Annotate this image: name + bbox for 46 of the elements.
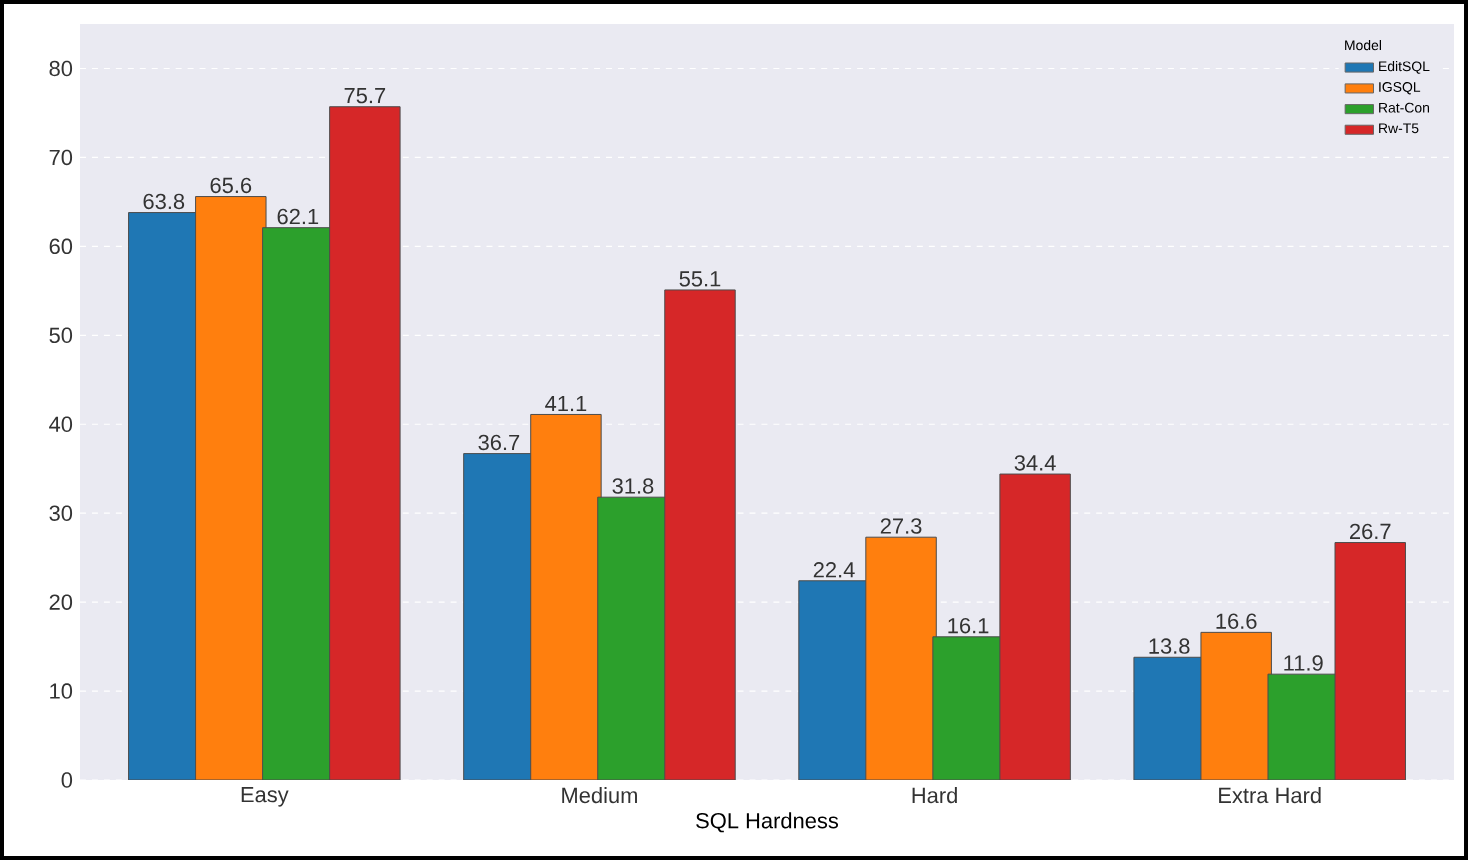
data-label: 16.6 [1216, 613, 1257, 629]
data-label: 41.1 [545, 395, 587, 412]
data-label: 34.4 [1014, 455, 1056, 471]
data-label: 65.6 [210, 177, 252, 194]
bar [1267, 673, 1339, 780]
x-tick-label: Easy [241, 787, 289, 807]
bar [1133, 656, 1205, 780]
y-tick-label: 40 [49, 416, 73, 432]
bar [597, 496, 669, 780]
data-label: 31.8 [612, 478, 654, 494]
y-tick-label: 10 [50, 683, 73, 699]
data-label: 62.1 [277, 208, 319, 225]
bar [128, 212, 200, 780]
data-label: 16.1 [948, 617, 989, 634]
bar [463, 453, 535, 780]
bar [664, 289, 736, 780]
bar [329, 106, 401, 780]
bar [195, 196, 267, 780]
data-label: 75.7 [344, 88, 386, 104]
bar [865, 536, 937, 780]
data-label: 55.1 [679, 271, 721, 287]
y-tick-label: 50 [49, 327, 73, 344]
y-tick-label: 0 [61, 772, 73, 788]
bar [1200, 631, 1272, 780]
x-tick-label: Hard [912, 787, 957, 804]
y-tick-label: 60 [49, 238, 73, 255]
x-tick-label: Extra Hard [1219, 787, 1321, 804]
data-label: 36.7 [478, 434, 520, 451]
y-tick-label: 80 [49, 60, 73, 77]
bar [932, 636, 1004, 780]
bar [798, 580, 870, 780]
data-label: 27.3 [880, 518, 922, 534]
y-tick-label: 20 [49, 594, 73, 610]
data-label: 26.7 [1349, 523, 1391, 540]
x-tick-label: Medium [562, 787, 637, 804]
bar [1334, 542, 1406, 780]
y-tick-label: 70 [49, 149, 73, 166]
x-axis-title: SQL Hardness [696, 812, 839, 833]
bar [530, 413, 602, 780]
data-label: 63.8 [143, 193, 185, 210]
bar [262, 227, 334, 780]
data-label: 13.8 [1149, 638, 1190, 654]
y-tick-label: 30 [49, 505, 73, 521]
data-label: 11.9 [1284, 655, 1323, 671]
bar [999, 473, 1071, 780]
data-label: 22.4 [813, 562, 855, 578]
